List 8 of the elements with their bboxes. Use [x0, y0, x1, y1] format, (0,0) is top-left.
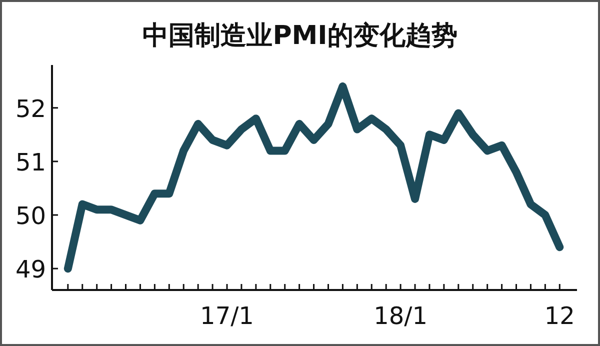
y-tick-label: 49 — [15, 256, 46, 284]
y-tick-label: 50 — [15, 202, 46, 230]
x-tick-label: 18/1 — [374, 302, 428, 330]
y-tick-label: 52 — [15, 94, 46, 123]
x-tick-label: 12 — [544, 302, 575, 330]
x-tick-label: 17/1 — [200, 302, 254, 330]
y-tick-label: 51 — [15, 148, 46, 176]
chart-title: 中国制造业PMI的变化趋势 — [142, 21, 458, 51]
